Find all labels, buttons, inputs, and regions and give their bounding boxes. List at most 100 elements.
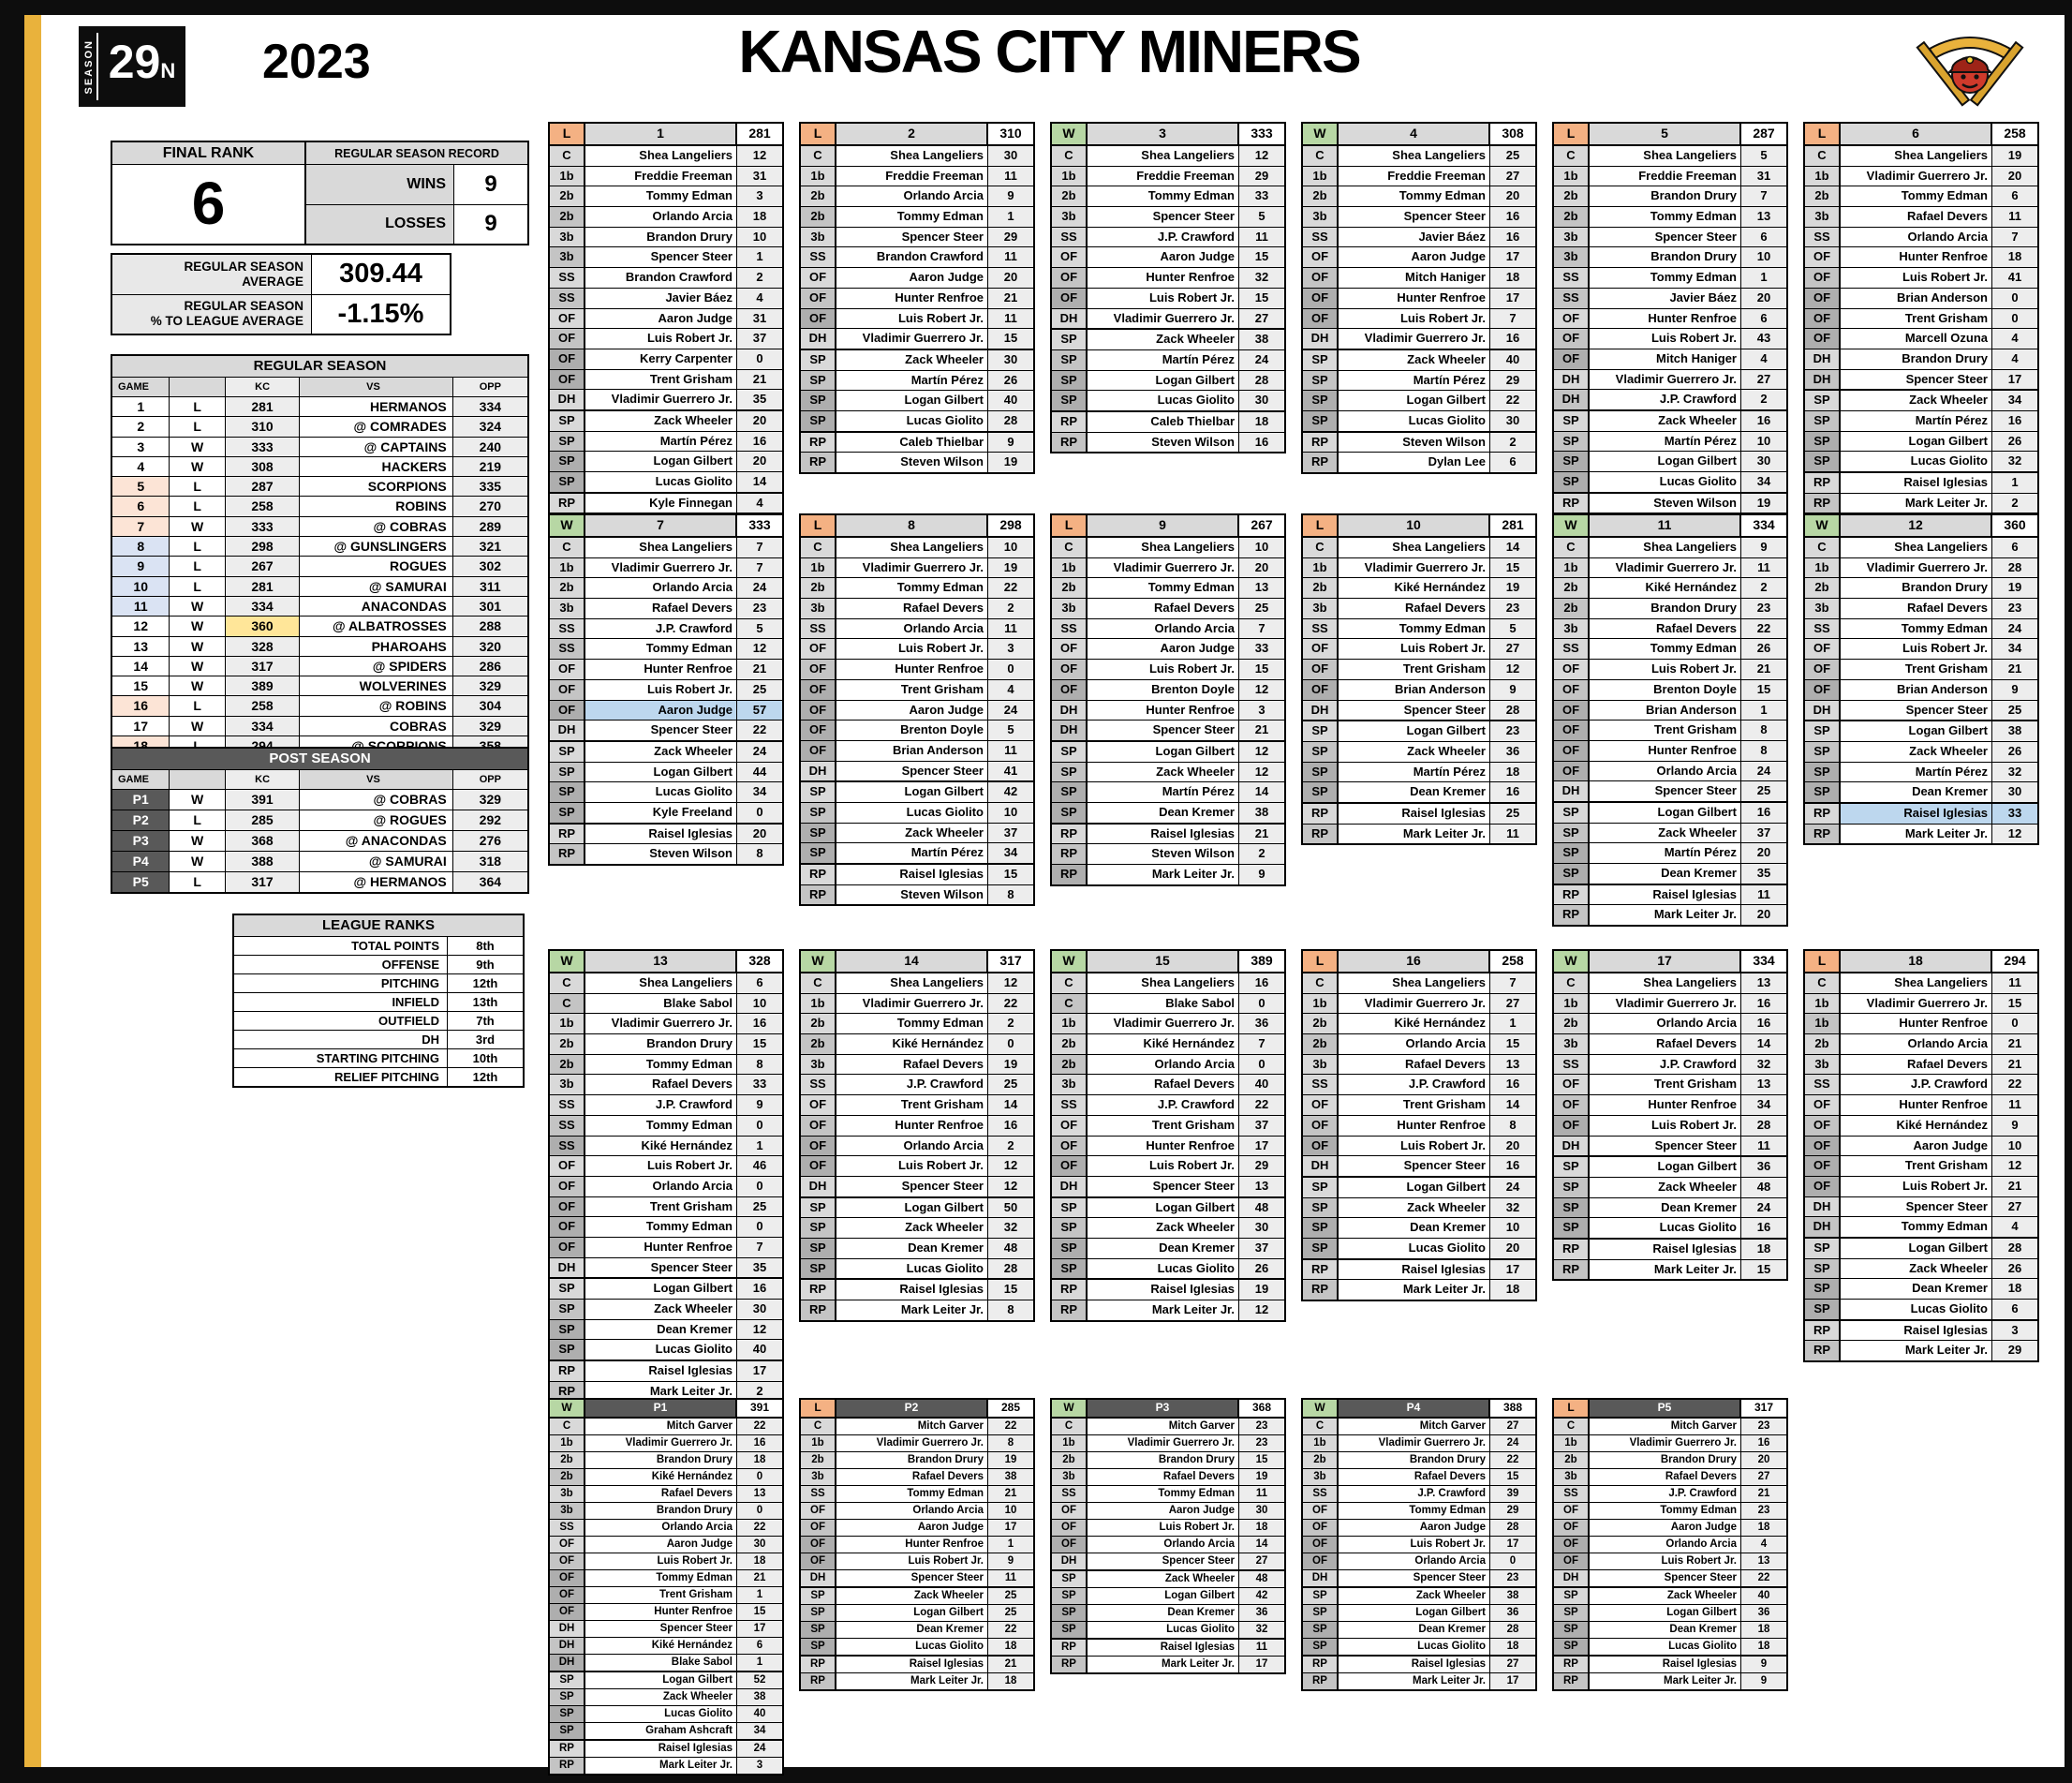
player-points-cell: 32	[1239, 268, 1284, 288]
player-name-cell: Steven Wilson	[585, 844, 737, 864]
position-cell: RP	[1554, 905, 1590, 926]
player-row: OF Luis Robert Jr. 27	[1303, 639, 1535, 661]
position-cell: SP	[1052, 1238, 1088, 1258]
position-cell: OF	[1805, 1176, 1841, 1196]
position-cell: SP	[1052, 370, 1088, 391]
game-box-16: L 16 258 C Shea Langeliers 7 1b Vladimir Guerre…	[1301, 949, 1537, 1301]
position-cell: C	[801, 538, 836, 557]
player-row: OF Brenton Doyle 5	[801, 721, 1033, 741]
player-name-cell: Trent Grisham	[1841, 308, 1992, 329]
position-cell: RP	[1303, 1657, 1339, 1672]
player-row: 1b Freddie Freeman 29	[1052, 166, 1284, 187]
result-cell: L	[170, 537, 226, 557]
player-row: OF Aaron Judge 30	[550, 1537, 782, 1553]
player-points-cell: 15	[1490, 557, 1535, 578]
kc-score-cell: 308	[225, 456, 301, 477]
player-points-cell: 5	[1239, 207, 1284, 227]
position-cell: 3b	[550, 1503, 585, 1519]
player-name-cell: Spencer Steer	[1088, 1553, 1239, 1569]
player-points-cell: 26	[1992, 431, 2037, 452]
player-points-cell: 30	[1490, 410, 1535, 431]
player-points-cell: 0	[1239, 1054, 1284, 1075]
player-row: OF Hunter Renfroe 17	[1303, 288, 1535, 309]
position-cell: 3b	[550, 247, 585, 268]
position-cell: 3b	[1052, 1469, 1088, 1485]
opponent-cell: @ ANACONDAS	[300, 831, 453, 851]
player-row: RP Mark Leiter Jr. 8	[801, 1300, 1033, 1320]
player-row: 2b Kiké Hernández 7	[1052, 1034, 1284, 1055]
player-name-cell: Luis Robert Jr.	[585, 679, 737, 700]
player-row: SP Zack Wheeler 20	[550, 409, 782, 432]
rank-value: 12th	[472, 976, 498, 990]
player-points-cell: 34	[1741, 472, 1786, 492]
player-row: OF Aaron Judge 57	[550, 700, 782, 721]
player-points-cell: 25	[1741, 781, 1786, 801]
player-points-cell: 40	[1741, 1588, 1786, 1604]
result-cell: L	[170, 736, 226, 756]
player-row: SS Tommy Edman 24	[1805, 618, 2037, 640]
game-number-cell: P5	[1590, 1400, 1741, 1417]
player-name-cell: Tommy Edman	[1841, 618, 1992, 639]
result-cell: W	[1805, 515, 1841, 536]
position-cell: SP	[1554, 1622, 1590, 1638]
player-points-cell: 7	[1741, 186, 1786, 207]
player-points-cell: 35	[737, 390, 782, 409]
position-cell: 2b	[1303, 1452, 1339, 1468]
player-points-cell: 21	[1741, 1486, 1786, 1502]
player-name-cell: Martín Pérez	[585, 431, 737, 452]
player-name-cell: Raisel Iglesias	[1841, 1320, 1992, 1341]
player-points-cell: 13	[737, 1486, 782, 1502]
season-average-value: 309.44	[311, 255, 450, 294]
player-name-cell: Tommy Edman	[1339, 1503, 1490, 1519]
wins-row: WINS 9	[306, 165, 527, 205]
player-row: OF Hunter Renfroe 34	[1554, 1095, 1786, 1116]
position-cell: OF	[1052, 1503, 1088, 1519]
game-box-header: W 7 333	[550, 515, 782, 538]
player-points-cell: 8	[988, 1435, 1033, 1451]
player-name-cell: Luis Robert Jr.	[1841, 1176, 1992, 1196]
player-row: 3b Rafael Devers 2	[801, 599, 1033, 619]
player-name-cell: Raisel Iglesias	[1339, 1259, 1490, 1280]
player-points-cell: 24	[1741, 1197, 1786, 1218]
player-name-cell: Rafael Devers	[1841, 1054, 1992, 1075]
player-name-cell: Orlando Arcia	[1841, 1034, 1992, 1054]
position-cell: OF	[1052, 639, 1088, 660]
player-row: 2b Orlando Arcia 21	[1805, 1034, 2037, 1055]
position-cell: OF	[1554, 721, 1590, 740]
player-points-cell: 20	[1490, 1136, 1535, 1156]
player-points-cell: 29	[1239, 166, 1284, 186]
position-cell: DH	[1554, 369, 1590, 390]
player-name-cell: Hunter Renfroe	[585, 1604, 737, 1620]
player-name-cell: Aaron Judge	[836, 268, 988, 288]
position-cell: SP	[550, 1340, 585, 1360]
player-row: 3b Rafael Devers 40	[1052, 1075, 1284, 1096]
game-number-cell: 2	[836, 124, 988, 144]
team-score-cell: 267	[1239, 515, 1284, 536]
player-points-cell: 52	[737, 1672, 782, 1688]
player-row: 2b Kiké Hernández 1	[1303, 1014, 1535, 1035]
player-points-cell: 9	[988, 186, 1033, 207]
game-box-header: L 6 258	[1805, 124, 2037, 146]
kc-score-cell: 267	[225, 557, 301, 576]
player-row: OF Hunter Renfroe 21	[801, 288, 1033, 309]
game-box-header: W 4 308	[1303, 124, 1535, 146]
player-points-cell: 28	[988, 1258, 1033, 1279]
player-name-cell: Aaron Judge	[1841, 1136, 1992, 1156]
position-cell: SP	[801, 1258, 836, 1279]
player-row: SP Logan Gilbert 16	[550, 1278, 782, 1300]
game-box-header: L 2 310	[801, 124, 1033, 146]
player-name-cell: Hunter Renfroe	[1590, 308, 1741, 329]
pct-to-league-label: REGULAR SEASON % TO LEAGUE AVERAGE	[112, 294, 311, 334]
position-cell: C	[1303, 973, 1339, 993]
player-points-cell: 18	[1741, 1520, 1786, 1536]
player-points-cell: 11	[1239, 1640, 1284, 1656]
player-points-cell: 28	[1239, 370, 1284, 391]
position-cell: 3b	[1554, 618, 1590, 639]
player-points-cell: 11	[988, 308, 1033, 329]
player-points-cell: 23	[1992, 599, 2037, 618]
player-points-cell: 32	[1992, 452, 2037, 471]
player-name-cell: Vladimir Guerrero Jr.	[1841, 993, 1992, 1014]
player-points-cell: 16	[988, 1115, 1033, 1136]
player-name-cell: Martín Pérez	[836, 370, 988, 391]
opponent-cell: @ HERMANOS	[300, 872, 453, 892]
